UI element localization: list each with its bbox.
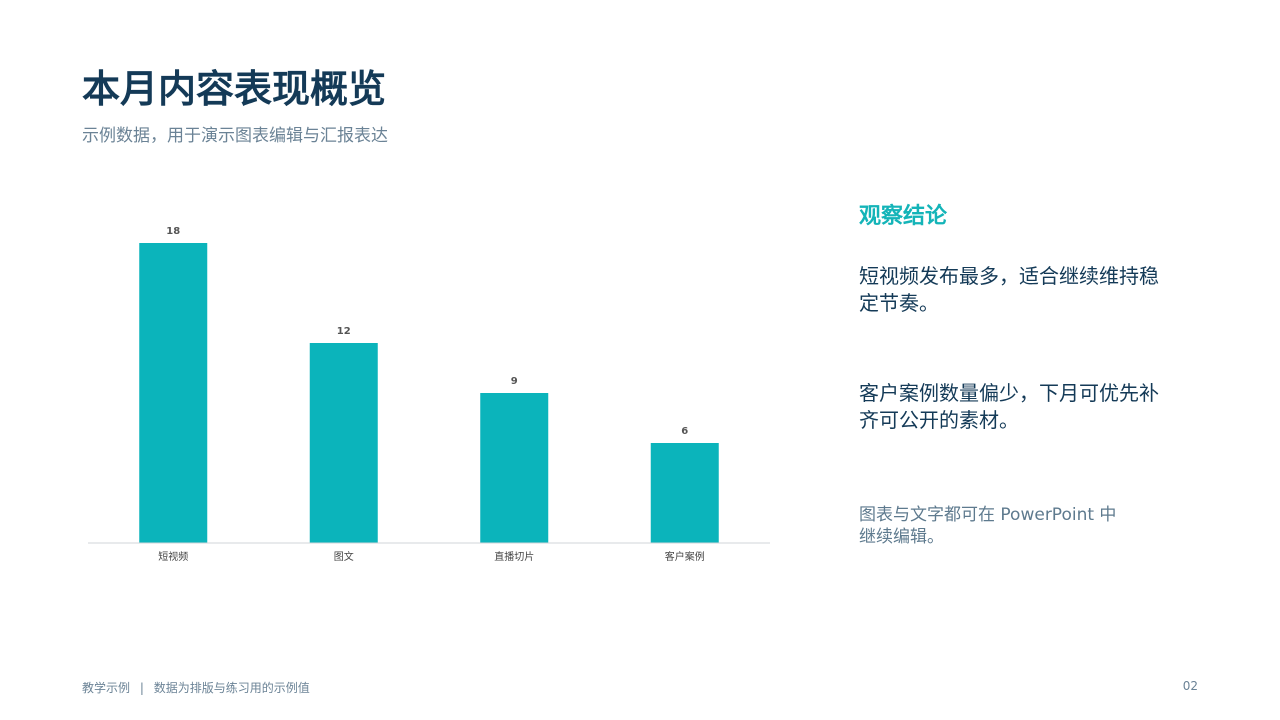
footer-separator: |	[139, 681, 144, 695]
bar-3	[650, 443, 719, 543]
footer-label: 教学示例	[82, 681, 131, 695]
bar-value-label-2: 9	[511, 376, 518, 387]
bar-0	[139, 243, 208, 543]
page-number: 02	[1182, 679, 1198, 693]
slide-subtitle: 示例数据，用于演示图表编辑与汇报表达	[82, 126, 388, 146]
bar-group: 18 短视频 12 图文 9 直播切片 6 客户案例	[139, 226, 719, 563]
bar-value-label-0: 18	[166, 226, 180, 237]
category-label-1: 图文	[334, 550, 354, 563]
insights-heading: 观察结论	[859, 204, 948, 229]
category-label-3: 客户案例	[665, 550, 705, 563]
bar-2	[480, 393, 549, 543]
category-label-0: 短视频	[158, 550, 188, 563]
bar-value-label-3: 6	[681, 426, 688, 437]
footer-disclaimer: 数据为排版与练习用的示例值	[153, 681, 310, 695]
edit-note: 图表与文字都可在 PowerPoint 中继续编辑。	[859, 505, 1117, 547]
bar-1	[309, 343, 378, 543]
insight-text-2: 客户案例数量偏少，下月可优先补齐可公开的素材。	[859, 381, 1159, 432]
insight-text-1: 短视频发布最多，适合继续维持稳定节奏。	[859, 264, 1159, 315]
bar-value-label-1: 12	[337, 326, 351, 337]
category-label-2: 直播切片	[494, 550, 534, 563]
footer-text: 教学示例 | 数据为排版与练习用的示例值	[82, 679, 310, 696]
slide-title: 本月内容表现概览	[82, 67, 387, 111]
